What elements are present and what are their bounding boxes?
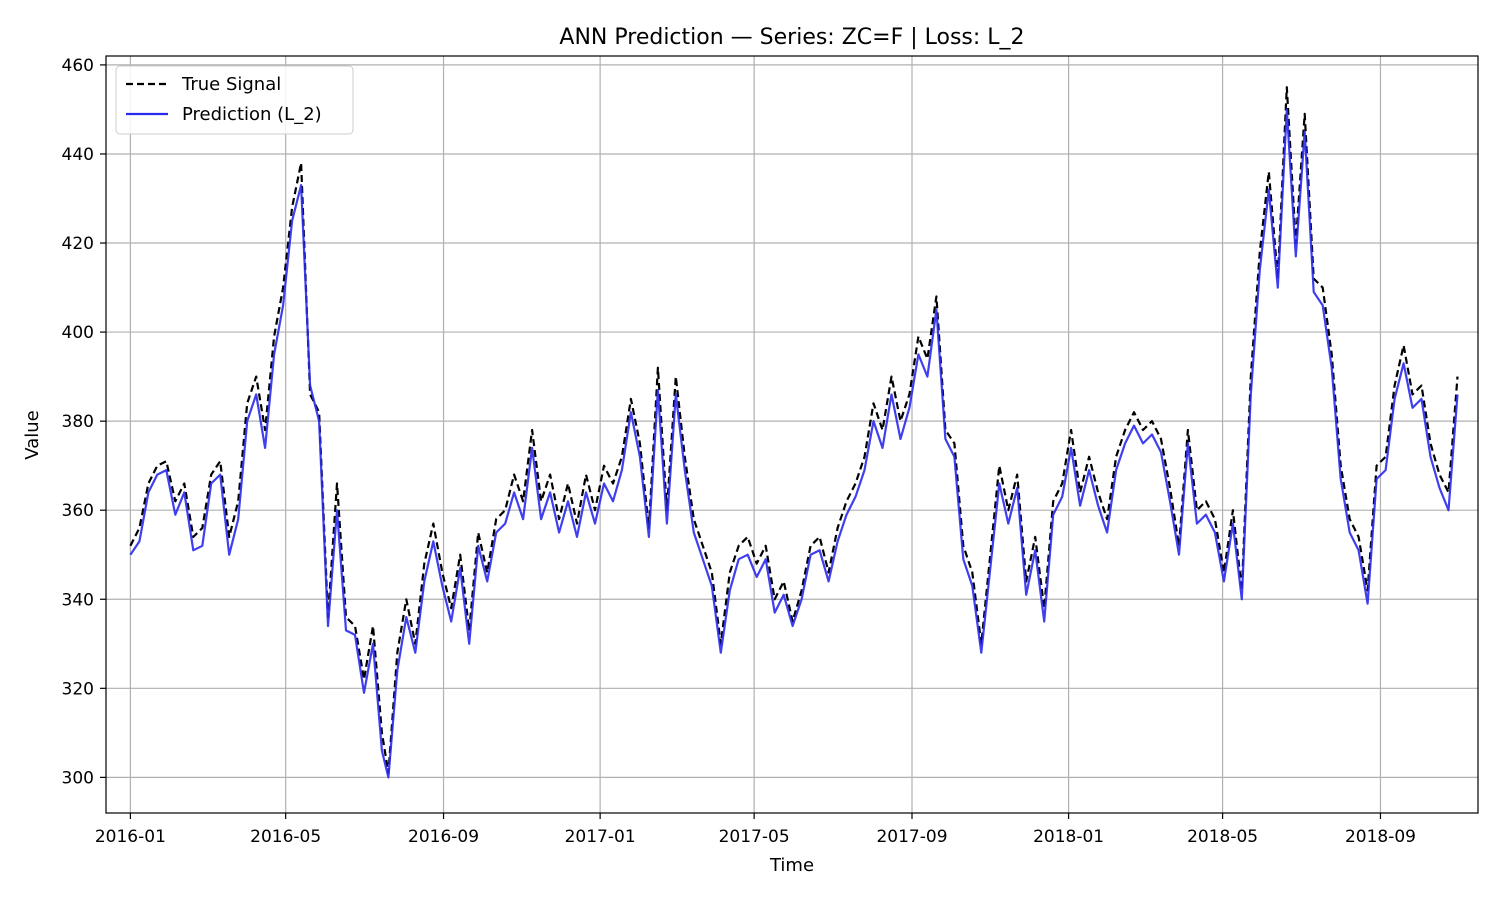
x-tick-label: 2018-01 xyxy=(1033,827,1104,847)
y-tick-label: 380 xyxy=(62,412,94,432)
x-tick-label: 2016-09 xyxy=(408,827,479,847)
x-axis-label: Time xyxy=(769,855,814,876)
x-tick-label: 2017-09 xyxy=(876,827,947,847)
plot-lines xyxy=(129,86,1459,779)
y-tick-label: 400 xyxy=(62,323,94,343)
plot-frame xyxy=(105,55,1479,814)
legend-true-signal-label: True Signal xyxy=(181,74,281,95)
x-tick-label: 2018-05 xyxy=(1187,827,1258,847)
y-tick-label: 320 xyxy=(62,679,94,699)
legend-box xyxy=(115,65,354,135)
y-tick-label: 420 xyxy=(62,234,94,254)
y-tick-label: 300 xyxy=(62,768,94,788)
legend-prediction-label: Prediction (L_2) xyxy=(182,104,322,125)
x-tick-label: 2017-01 xyxy=(565,827,636,847)
x-tick-label: 2016-01 xyxy=(95,827,166,847)
x-axis-ticks: 2016-01 2016-05 2016-09 2017-01 2017-05 2017-… xyxy=(95,813,1416,847)
y-tick-label: 340 xyxy=(62,590,94,610)
x-tick-label: 2018-09 xyxy=(1345,827,1416,847)
y-tick-label: 360 xyxy=(62,501,94,521)
chart-title: ANN Prediction — Series: ZC=F | Loss: L_… xyxy=(559,25,1024,50)
y-axis-ticks: 300 320 340 360 380 400 420 440 460 xyxy=(62,56,106,788)
prediction-line xyxy=(129,108,1459,779)
x-tick-label: 2016-05 xyxy=(250,827,321,847)
legend: True Signal Prediction (L_2) xyxy=(115,65,354,135)
true-signal-line xyxy=(129,86,1459,774)
x-tick-label: 2017-05 xyxy=(719,827,790,847)
y-axis-label: Value xyxy=(22,410,43,459)
y-tick-label: 460 xyxy=(62,56,94,76)
y-tick-label: 440 xyxy=(62,145,94,165)
